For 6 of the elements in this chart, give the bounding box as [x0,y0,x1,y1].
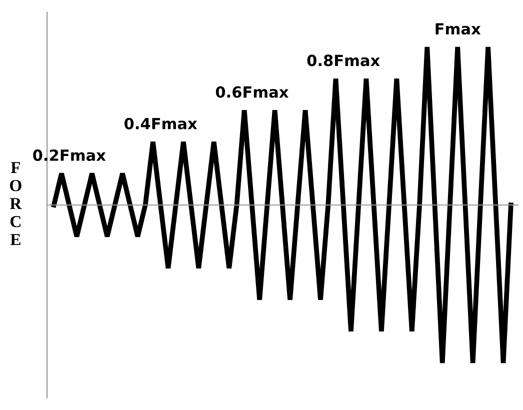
annotation: 0.8Fmax [307,54,380,66]
y-axis-title: FORCE [10,162,22,246]
annotation: 0.2Fmax [33,149,106,161]
annotation: 0.6Fmax [216,86,289,98]
text: Fmax [436,23,481,35]
annotation: 0.4Fmax [124,118,198,130]
